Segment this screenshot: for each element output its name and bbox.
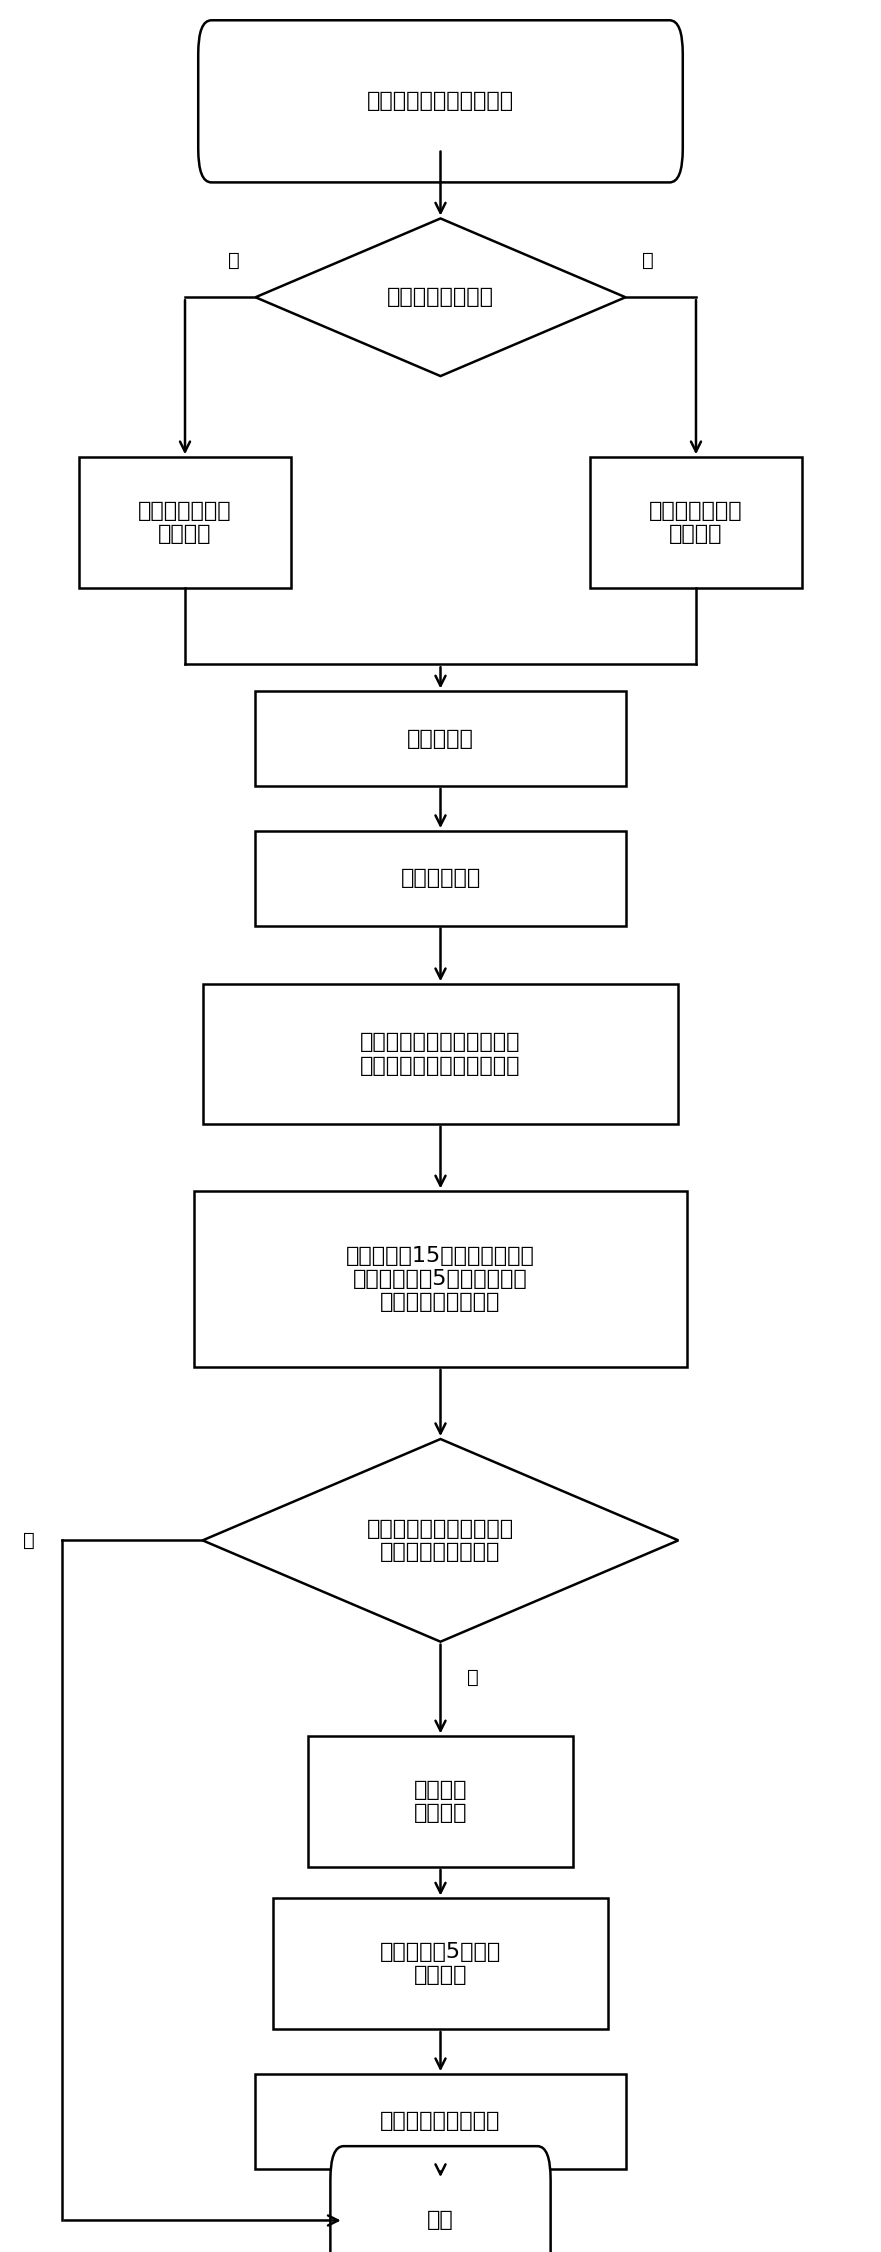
Text: 是: 是 [467,1669,478,1687]
Text: 会议结束前5分钟，
发送提醒: 会议结束前5分钟， 发送提醒 [380,1941,501,1986]
Text: 会议开始前15分钟，再次发送
会议信息；前5分钟根据指令
打开会议室内部设备: 会议开始前15分钟，再次发送 会议信息；前5分钟根据指令 打开会议室内部设备 [346,1245,535,1313]
Polygon shape [273,1898,608,2029]
Text: 否: 否 [641,252,654,270]
Text: 提交自选会议室
预定申请: 提交自选会议室 预定申请 [649,500,743,545]
Polygon shape [194,1191,687,1367]
Text: 打开门禁
刷脸签到: 打开门禁 刷脸签到 [414,1779,467,1824]
Polygon shape [203,1439,678,1642]
Text: 发送会议信息给参会人员；
发送会议信息至会议室前端: 发送会议信息给参会人员； 发送会议信息至会议室前端 [360,1031,521,1076]
Text: 提交推荐会议室
预定申请: 提交推荐会议室 预定申请 [138,500,232,545]
Text: 是否接受智能调度: 是否接受智能调度 [387,288,494,306]
Polygon shape [203,984,678,1124]
Polygon shape [590,457,802,588]
Text: 会议预定成功: 会议预定成功 [400,869,481,887]
Text: 管理端审核: 管理端审核 [407,730,474,748]
Polygon shape [255,2074,626,2169]
Polygon shape [255,831,626,926]
FancyBboxPatch shape [330,2146,551,2252]
Text: 用户提交会议室预定请求: 用户提交会议室预定请求 [367,92,514,110]
FancyBboxPatch shape [198,20,683,182]
Polygon shape [255,691,626,786]
Text: 会议室前端采集人脸信息
判断是否为参会人员: 会议室前端采集人脸信息 判断是否为参会人员 [367,1518,514,1563]
Polygon shape [79,457,291,588]
Text: 是: 是 [227,252,240,270]
Polygon shape [308,1736,573,1867]
Text: 结束: 结束 [427,2211,454,2229]
Text: 会议室内部设备关闭: 会议室内部设备关闭 [381,2112,500,2130]
Text: 否: 否 [24,1531,35,1549]
Polygon shape [255,218,626,376]
